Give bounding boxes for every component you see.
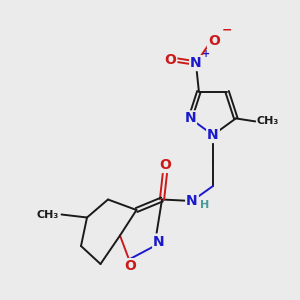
Text: N: N [184, 111, 196, 125]
Text: +: + [202, 49, 210, 59]
Text: O: O [164, 53, 176, 67]
Text: CH₃: CH₃ [37, 209, 59, 220]
Text: N: N [153, 235, 165, 248]
Text: O: O [124, 259, 136, 273]
Text: H: H [200, 200, 210, 211]
Text: O: O [159, 158, 171, 172]
Text: N: N [190, 56, 202, 70]
Text: O: O [208, 34, 220, 48]
Text: CH₃: CH₃ [257, 116, 279, 126]
Text: −: − [222, 24, 232, 37]
Text: N: N [207, 128, 219, 142]
Text: N: N [186, 194, 198, 208]
